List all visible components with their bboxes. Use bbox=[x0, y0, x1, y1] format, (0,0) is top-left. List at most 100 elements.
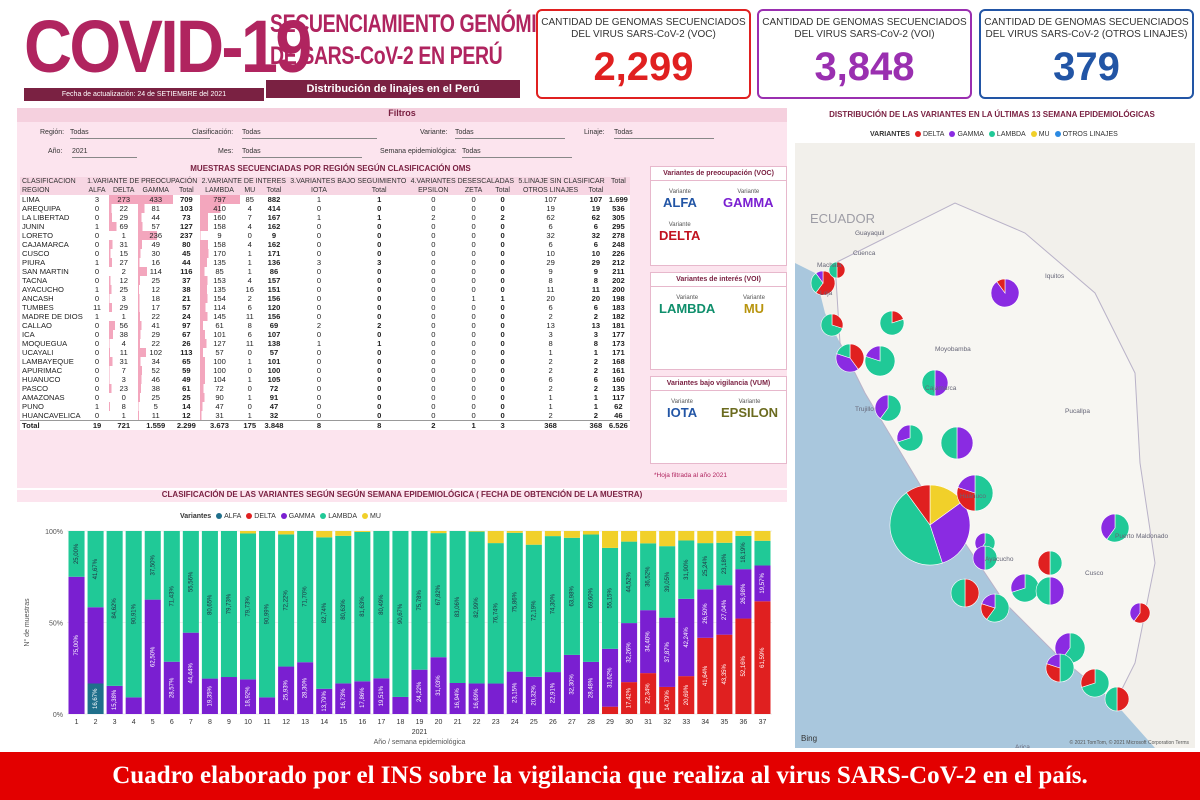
filter-variante[interactable]: Variante: Todas bbox=[420, 129, 565, 139]
map-pie-slice[interactable] bbox=[1035, 576, 1051, 606]
map-pie-slice[interactable] bbox=[1045, 663, 1061, 683]
map-pie-slice[interactable] bbox=[984, 545, 998, 571]
map-pie-slice[interactable] bbox=[974, 474, 994, 512]
table-row[interactable]: CALLAO 0 56 41 97 61 8 69 2 2 0 0 0 13 13 181 bbox=[20, 321, 630, 330]
map-pie-slice[interactable] bbox=[906, 484, 931, 526]
map-pie-slice[interactable] bbox=[879, 394, 902, 422]
map-pie-slice[interactable] bbox=[921, 369, 936, 397]
map-pie-slice[interactable] bbox=[865, 345, 881, 362]
table-row[interactable]: AREQUIPA 0 22 81 103 410 4 414 0 0 0 0 0 19 19 536 bbox=[20, 204, 630, 213]
table-column-header[interactable]: ZETA bbox=[458, 186, 489, 195]
table-row[interactable]: PUNO 1 8 5 14 47 0 47 0 0 0 0 0 1 1 62 bbox=[20, 402, 630, 411]
table-row[interactable]: HUANUCO 0 3 46 49 104 1 105 0 0 0 0 0 6 6 160 bbox=[20, 375, 630, 384]
filter-clasificacion-dropdown[interactable]: Todas bbox=[242, 127, 377, 139]
table-row[interactable]: TUMBES 11 29 17 57 114 6 120 0 0 0 0 0 6 6 183 bbox=[20, 303, 630, 312]
map-pie-slice[interactable] bbox=[956, 487, 976, 512]
table-row[interactable]: TACNA 0 12 25 37 153 4 157 0 0 0 0 0 8 8 202 bbox=[20, 276, 630, 285]
table-column-header[interactable]: REGION bbox=[20, 186, 85, 195]
map-pie-slice[interactable] bbox=[950, 578, 966, 608]
map-pie-slice[interactable] bbox=[1059, 653, 1075, 683]
map-pie-slice[interactable] bbox=[972, 545, 986, 571]
filter-anio-dropdown[interactable]: 2021 bbox=[72, 146, 137, 158]
map-pie-slice[interactable] bbox=[874, 394, 889, 419]
map-pie-slice[interactable] bbox=[934, 369, 949, 397]
map-pie-slice[interactable] bbox=[820, 313, 843, 337]
map-pie-slice[interactable] bbox=[836, 343, 851, 359]
filter-clasificacion[interactable]: Clasificación: Todas bbox=[192, 129, 377, 139]
legend-entry[interactable]: DELTA bbox=[254, 513, 276, 520]
table-total-row[interactable]: Total 19 721 1.559 2.299 3.673 175 3.848 8 8 2 1 3 36… bbox=[20, 420, 630, 430]
table-row[interactable]: PIURA 1 27 16 44 135 1 136 3 3 0 0 0 29 29 212 bbox=[20, 258, 630, 267]
map-pie-slice[interactable] bbox=[996, 278, 1006, 294]
map-pie-slice[interactable] bbox=[1049, 550, 1063, 576]
map-pie-slice[interactable] bbox=[897, 424, 924, 452]
table-column-header[interactable]: IOTA bbox=[288, 186, 350, 195]
map-pie-slice[interactable] bbox=[1080, 668, 1096, 688]
legend-entry[interactable]: GAMMA bbox=[288, 513, 316, 520]
filter-linaje-dropdown[interactable]: Todas bbox=[614, 127, 714, 139]
map-pie-slice[interactable] bbox=[1100, 513, 1116, 540]
filter-anio[interactable]: Año: 2021 bbox=[48, 148, 137, 158]
map-pie-slice[interactable] bbox=[940, 426, 958, 460]
map-pie-slice[interactable] bbox=[815, 270, 824, 284]
filter-mes-dropdown[interactable]: Todas bbox=[242, 146, 362, 158]
table-column-header[interactable]: Total bbox=[349, 186, 409, 195]
map-pie-slice[interactable] bbox=[1049, 576, 1065, 606]
filter-linaje[interactable]: Linaje: Todas bbox=[584, 129, 714, 139]
map-legend-entry[interactable]: MU bbox=[1038, 131, 1050, 138]
table-row[interactable]: UCAYALI 0 11 102 113 57 0 57 0 0 0 0 0 1 1 171 bbox=[20, 348, 630, 357]
map-pie-slice[interactable] bbox=[828, 261, 838, 279]
map-pie-slice[interactable] bbox=[1011, 573, 1040, 603]
table-row[interactable]: AYACUCHO 1 25 12 38 135 16 151 0 0 0 0 0 11 11 200 bbox=[20, 285, 630, 294]
filter-mes[interactable]: Mes: Todas bbox=[218, 148, 362, 158]
map-pie-slice[interactable] bbox=[815, 270, 836, 296]
map-pie-slice[interactable] bbox=[1037, 550, 1051, 576]
filter-region[interactable]: Región: Todas bbox=[40, 129, 210, 139]
table-row[interactable]: MADRE DE DIOS 1 1 22 24 145 11 156 0 0 0 0 0 2 2 182 bbox=[20, 312, 630, 321]
table-column-header[interactable]: ALFA bbox=[84, 186, 110, 195]
table-row[interactable]: HUANCAVELICA 0 1 11 12 31 1 32 0 0 0 0 0 2 2 46 bbox=[20, 411, 630, 421]
map-pie-slice[interactable] bbox=[956, 426, 974, 460]
map-pie-slice[interactable] bbox=[849, 343, 865, 370]
table-column-header[interactable]: EPSILON bbox=[408, 186, 459, 195]
table-column-header[interactable]: Total bbox=[173, 186, 200, 195]
map-pie-slice[interactable] bbox=[1129, 602, 1141, 622]
table-row[interactable]: MOQUEGUA 0 4 22 26 127 11 138 1 1 0 0 0 8 8 173 bbox=[20, 339, 630, 348]
map-pie-slice[interactable] bbox=[889, 492, 943, 566]
table-row[interactable]: LIMA 3 273 433 709 797 85 882 1 1 0 0 0 107 107 1.699 bbox=[20, 195, 630, 204]
map-pie-slice[interactable] bbox=[981, 593, 996, 609]
map-pie-slice[interactable] bbox=[1081, 668, 1110, 698]
map-legend-entry[interactable]: DELTA bbox=[922, 131, 945, 138]
filter-semana[interactable]: Semana epidemiológica: Todas bbox=[380, 148, 572, 158]
table-column-header[interactable]: Total bbox=[489, 186, 517, 195]
table-row[interactable]: LAMBAYEQUE 0 31 34 65 100 1 101 0 0 0 0 0 2 2 168 bbox=[20, 357, 630, 366]
table-row[interactable]: AMAZONAS 0 0 25 25 90 1 91 0 0 0 0 0 1 1 117 bbox=[20, 393, 630, 402]
map-pie-slice[interactable] bbox=[1133, 602, 1151, 624]
table-row[interactable]: SAN MARTIN 0 2 114 116 85 1 86 0 0 0 0 0 9 9 211 bbox=[20, 267, 630, 276]
filter-region-dropdown[interactable]: Todas bbox=[70, 127, 210, 139]
map-pie-slice[interactable] bbox=[879, 310, 905, 336]
table-row[interactable]: APURIMAC 0 7 52 59 100 0 100 0 0 0 0 0 2 2 161 bbox=[20, 366, 630, 375]
table-column-header[interactable]: GAMMA bbox=[138, 186, 174, 195]
map-pie-slice[interactable] bbox=[1046, 653, 1061, 669]
table-row[interactable]: LA LIBERTAD 0 29 44 73 160 7 167 1 1 2 0 2 62 62 305 bbox=[20, 213, 630, 222]
table-row[interactable]: LORETO 0 1 236 237 9 0 9 0 0 0 0 0 32 32 278 bbox=[20, 231, 630, 240]
map-pie-slice[interactable] bbox=[896, 424, 911, 443]
table-column-header[interactable]: MU bbox=[239, 186, 260, 195]
table-row[interactable]: JUNIN 1 69 57 127 158 4 162 0 0 0 0 0 6 6 295 bbox=[20, 222, 630, 231]
table-row[interactable]: CAJAMARCA 0 31 49 80 158 4 162 0 0 0 0 0 6 6 248 bbox=[20, 240, 630, 249]
legend-entry[interactable]: ALFA bbox=[224, 513, 242, 520]
table-row[interactable]: ICA 0 38 29 67 101 6 107 0 0 0 0 0 3 3 177 bbox=[20, 330, 630, 339]
map-pie-slice[interactable] bbox=[1116, 686, 1130, 712]
map-pie-slice[interactable] bbox=[964, 578, 980, 608]
filter-semana-dropdown[interactable]: Todas bbox=[462, 146, 572, 158]
legend-entry[interactable]: MU bbox=[370, 513, 381, 520]
map-legend-entry[interactable]: OTROS LINAJES bbox=[1062, 131, 1118, 138]
table-column-header[interactable]: Total bbox=[584, 186, 607, 195]
table-column-header[interactable]: Total bbox=[259, 186, 289, 195]
map-pie-slice[interactable] bbox=[1106, 513, 1130, 543]
peru-map[interactable]: ECUADOR Guayaquil Cuenca Machala Loja Iquitos… bbox=[795, 143, 1195, 748]
table-row[interactable]: PASCO 0 23 38 61 72 0 72 0 0 0 0 0 2 2 135 bbox=[20, 384, 630, 393]
filter-variante-dropdown[interactable]: Todas bbox=[455, 127, 565, 139]
table-column-header[interactable]: DELTA bbox=[109, 186, 139, 195]
